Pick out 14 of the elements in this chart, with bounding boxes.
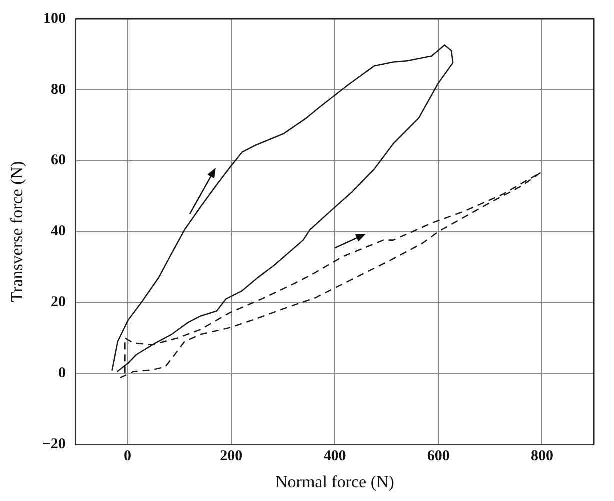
y-tick-label: 40 xyxy=(50,224,66,240)
y-tick-label: 20 xyxy=(50,294,66,311)
x-tick-label: 400 xyxy=(324,448,346,464)
x-tick-label: 600 xyxy=(427,448,450,464)
y-tick-label: 100 xyxy=(43,10,66,27)
y-tick-label: 0 xyxy=(58,366,66,382)
y-axis-title: Transverse force (N) xyxy=(8,161,27,302)
y-tick-label: 60 xyxy=(50,152,66,169)
y-tick-label: 80 xyxy=(50,82,66,98)
x-axis-title: Normal force (N) xyxy=(275,472,394,492)
x-tick-label: 0 xyxy=(124,448,132,464)
x-tick-label: 800 xyxy=(530,448,554,464)
x-tick-label: 200 xyxy=(220,448,243,464)
y-tick-label: −20 xyxy=(42,436,66,452)
